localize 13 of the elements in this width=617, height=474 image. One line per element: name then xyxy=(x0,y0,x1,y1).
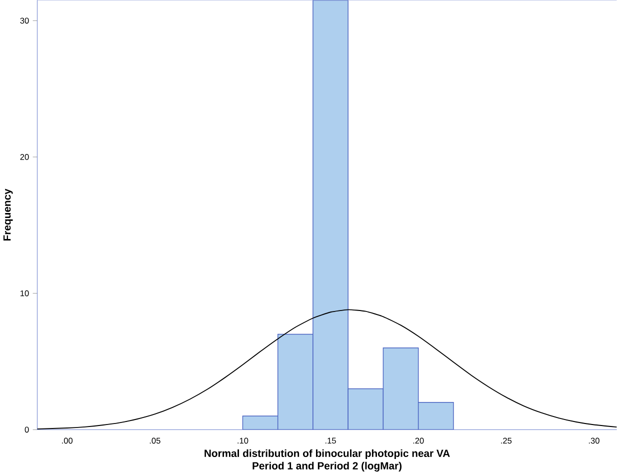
x-tick-label: .00 xyxy=(62,438,73,444)
y-tick-label: 0 xyxy=(24,426,29,433)
x-axis-title: Normal distribution of binocular photopic near VA Period 1 and Period 2 (logMar) xyxy=(204,450,450,472)
y-tick-label: 20 xyxy=(20,154,29,160)
x-tick-label: .25 xyxy=(501,438,512,444)
x-tick-label: .20 xyxy=(413,438,424,444)
y-tick-label: 30 xyxy=(20,18,29,24)
y-tick-label: 10 xyxy=(20,290,29,296)
x-tick-label: .10 xyxy=(238,438,248,444)
x-tick-label: .05 xyxy=(150,438,160,444)
x-tick-label: .15 xyxy=(326,438,336,444)
y-axis-title: Frequency xyxy=(3,188,13,241)
x-tick-label: .30 xyxy=(588,438,600,444)
